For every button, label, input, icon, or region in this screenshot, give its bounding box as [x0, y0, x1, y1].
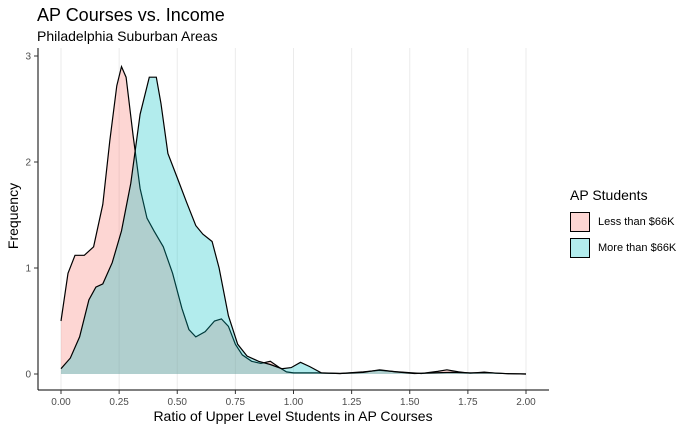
x-tick-label: 0.50 — [168, 397, 188, 408]
density-line-1 — [60, 76, 527, 375]
x-tick-label: 2.00 — [516, 397, 536, 408]
x-axis-label: Ratio of Upper Level Students in AP Cour… — [153, 408, 432, 424]
y-axis-label: Frequency — [5, 183, 21, 249]
legend-title: AP Students — [570, 187, 648, 203]
x-tick-label: 1.25 — [342, 397, 362, 408]
x-tick-label: 1.00 — [284, 397, 304, 408]
legend-item-less: Less than $66K — [570, 209, 676, 235]
x-tick-label: 0.25 — [109, 397, 129, 408]
x-axis-ticks: 0.00 0.25 0.50 0.75 1.00 1.25 1.50 1.75 2.00 — [51, 390, 536, 408]
y-tick-label: 1 — [25, 264, 31, 275]
y-tick-label: 2 — [25, 158, 31, 169]
x-tick-label: 0.75 — [226, 397, 246, 408]
grid-lines — [60, 48, 527, 390]
legend-key-more — [570, 238, 590, 258]
y-tick-label: 0 — [25, 370, 31, 381]
y-tick-label: 3 — [25, 52, 31, 63]
legend-key-less — [570, 212, 590, 232]
x-tick-label: 1.75 — [458, 397, 478, 408]
x-tick-label: 1.50 — [400, 397, 420, 408]
legend-label-more: More than $66K — [598, 242, 677, 254]
density-areas — [60, 64, 527, 375]
chart-title: AP Courses vs. Income — [37, 5, 225, 25]
y-axis-ticks: 0 1 2 3 — [25, 52, 38, 381]
legend-label-less: Less than $66K — [598, 216, 675, 228]
x-tick-label: 0.00 — [51, 397, 71, 408]
density-area-0 — [61, 66, 526, 374]
legend-item-more: More than $66K — [570, 235, 676, 261]
chart-subtitle: Philadelphia Suburban Areas — [37, 28, 218, 44]
density-area-1 — [61, 77, 526, 374]
legend: AP Students Less than $66K More than $66… — [570, 187, 676, 261]
